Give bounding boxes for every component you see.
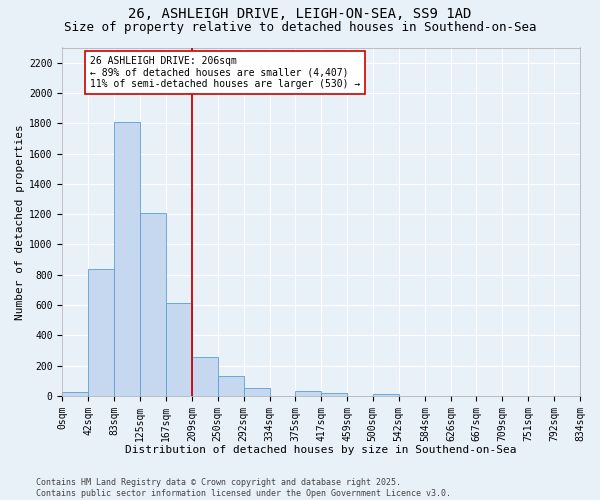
- X-axis label: Distribution of detached houses by size in Southend-on-Sea: Distribution of detached houses by size …: [125, 445, 517, 455]
- Text: 26 ASHLEIGH DRIVE: 206sqm
← 89% of detached houses are smaller (4,407)
11% of se: 26 ASHLEIGH DRIVE: 206sqm ← 89% of detac…: [89, 56, 360, 89]
- Bar: [140, 212, 166, 396]
- Bar: [88, 268, 114, 396]
- Bar: [218, 376, 244, 396]
- Y-axis label: Number of detached properties: Number of detached properties: [15, 124, 25, 320]
- Text: Size of property relative to detached houses in Southend-on-Sea: Size of property relative to detached ho…: [64, 21, 536, 34]
- Bar: [62, 392, 88, 396]
- Bar: [244, 388, 269, 396]
- Bar: [192, 357, 218, 396]
- Text: 26, ASHLEIGH DRIVE, LEIGH-ON-SEA, SS9 1AD: 26, ASHLEIGH DRIVE, LEIGH-ON-SEA, SS9 1A…: [128, 8, 472, 22]
- Text: Contains HM Land Registry data © Crown copyright and database right 2025.
Contai: Contains HM Land Registry data © Crown c…: [36, 478, 451, 498]
- Bar: [321, 393, 347, 396]
- Bar: [295, 392, 321, 396]
- Bar: [373, 394, 399, 396]
- Bar: [166, 304, 192, 396]
- Bar: [114, 122, 140, 396]
